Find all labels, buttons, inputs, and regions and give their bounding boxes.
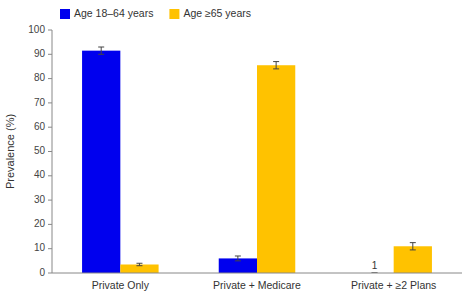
y-tick-label: 10 bbox=[34, 242, 46, 253]
y-tick bbox=[48, 248, 52, 249]
legend: Age 18–64 years Age ≥65 years bbox=[60, 7, 251, 19]
bar bbox=[82, 51, 120, 273]
y-tick-label: 40 bbox=[34, 169, 46, 180]
error-bar bbox=[273, 62, 279, 69]
y-tick-label: 60 bbox=[34, 121, 46, 132]
y-tick bbox=[48, 30, 52, 31]
y-tick-label: 80 bbox=[34, 72, 46, 83]
bars bbox=[82, 47, 432, 273]
error-bar bbox=[410, 243, 416, 250]
x-tick-label: Private + Medicare bbox=[213, 279, 301, 291]
y-tick bbox=[48, 175, 52, 176]
error-bar bbox=[98, 47, 104, 54]
y-tick-label: 20 bbox=[34, 218, 46, 229]
y-tick bbox=[48, 102, 52, 103]
chart: 0 10 20 30 40 50 60 70 80 90 100 Private Only Privat… bbox=[0, 0, 474, 301]
y-tick-label: 30 bbox=[34, 194, 46, 205]
y-tick bbox=[48, 54, 52, 55]
y-tick bbox=[48, 200, 52, 201]
y-tick-label: 0 bbox=[39, 267, 45, 278]
y-tick bbox=[48, 151, 52, 152]
legend-swatch bbox=[60, 9, 70, 19]
legend-label: Age ≥65 years bbox=[183, 7, 251, 19]
error-bar bbox=[235, 256, 241, 261]
y-tick bbox=[48, 78, 52, 79]
y-tick-label: 70 bbox=[34, 97, 46, 108]
x-tick-label: Private Only bbox=[92, 279, 150, 291]
legend-label: Age 18–64 years bbox=[74, 7, 153, 19]
y-tick bbox=[48, 273, 52, 274]
bar bbox=[257, 65, 295, 273]
y-tick bbox=[48, 224, 52, 225]
x-axis-line bbox=[52, 273, 462, 274]
y-tick-label: 100 bbox=[28, 24, 45, 35]
y-tick bbox=[48, 127, 52, 128]
y-axis-label: Prevalence (%) bbox=[4, 114, 16, 189]
error-bar bbox=[136, 263, 142, 265]
y-tick-label: 50 bbox=[34, 145, 46, 156]
x-tick-label: Private + ≥2 Plans bbox=[351, 279, 436, 291]
legend-swatch bbox=[169, 9, 179, 19]
annotation: 1 bbox=[372, 260, 378, 271]
y-tick-label: 90 bbox=[34, 48, 46, 59]
